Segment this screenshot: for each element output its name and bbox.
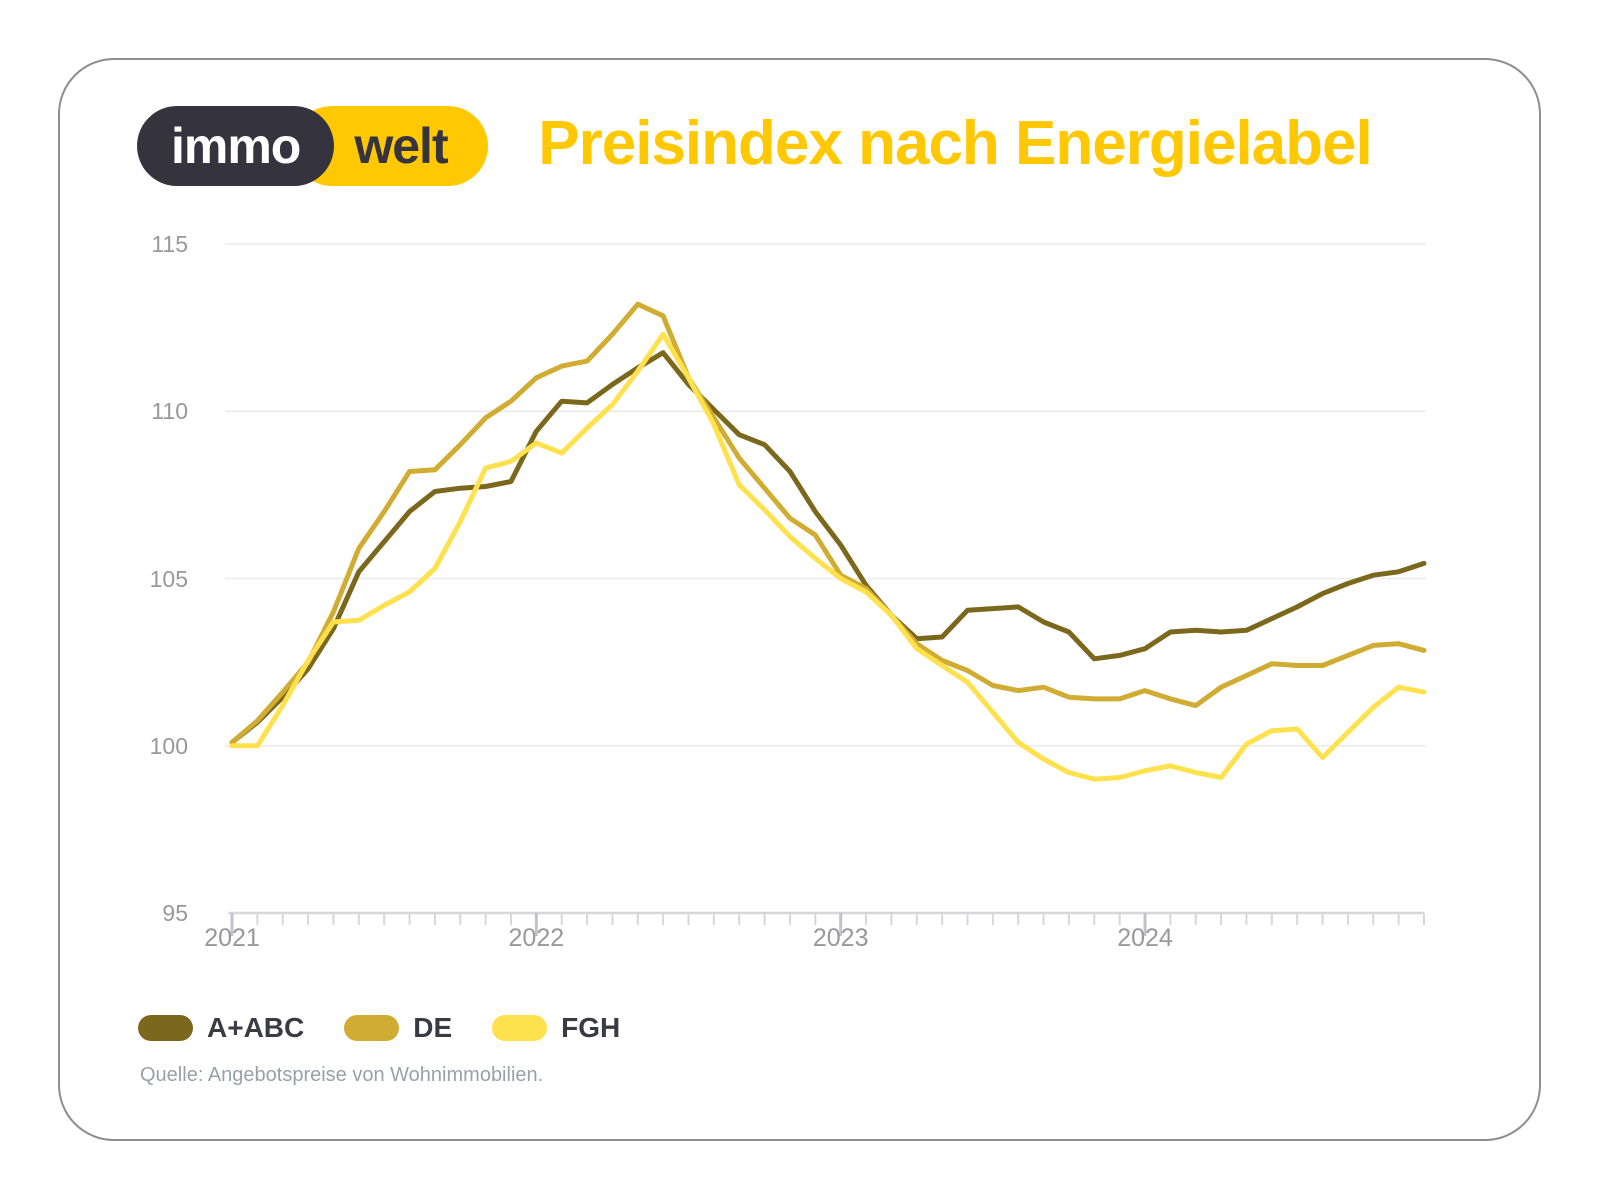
legend-swatch — [344, 1015, 400, 1041]
legend-item-de: DE — [344, 1012, 452, 1044]
logo-welt-text: welt — [354, 118, 448, 174]
y-axis-tick-label: 100 — [149, 732, 188, 759]
source-note: Quelle: Angebotspreise von Wohnimmobilie… — [140, 1064, 544, 1086]
logo-welt-pill: welt — [292, 106, 488, 186]
chart-card — [58, 58, 1541, 1141]
y-axis-tick-label: 95 — [162, 900, 188, 926]
legend-swatch — [138, 1015, 193, 1041]
logo-immo-text: immo — [171, 118, 301, 174]
legend-label: A+ABC — [207, 1012, 305, 1043]
x-axis-tick-label: 2021 — [204, 924, 260, 952]
legend: A+ABC DE FGH — [138, 1012, 660, 1044]
legend-swatch — [492, 1015, 548, 1041]
series-line-a-abc — [229, 350, 1427, 745]
y-axis-tick-label: 105 — [149, 565, 188, 592]
legend-label: DE — [413, 1012, 453, 1043]
legend-item-a-abc: A+ABC — [138, 1012, 304, 1044]
legend-label: FGH — [561, 1012, 621, 1043]
x-axis-tick-label: 2023 — [812, 924, 869, 952]
y-axis-tick-label: 115 — [151, 231, 188, 257]
series-line-fgh — [229, 331, 1427, 782]
x-axis-tick-label: 2022 — [508, 924, 565, 952]
legend-item-fgh: FGH — [492, 1012, 620, 1044]
page-title: Preisindex nach Energielabel — [538, 109, 1372, 178]
logo-immo-pill: immo — [137, 106, 335, 186]
series-line-de — [229, 301, 1427, 745]
immowelt-logo: immo welt — [137, 106, 488, 186]
y-axis-tick-label: 110 — [151, 398, 188, 425]
x-axis-tick-label: 2024 — [1117, 924, 1173, 952]
